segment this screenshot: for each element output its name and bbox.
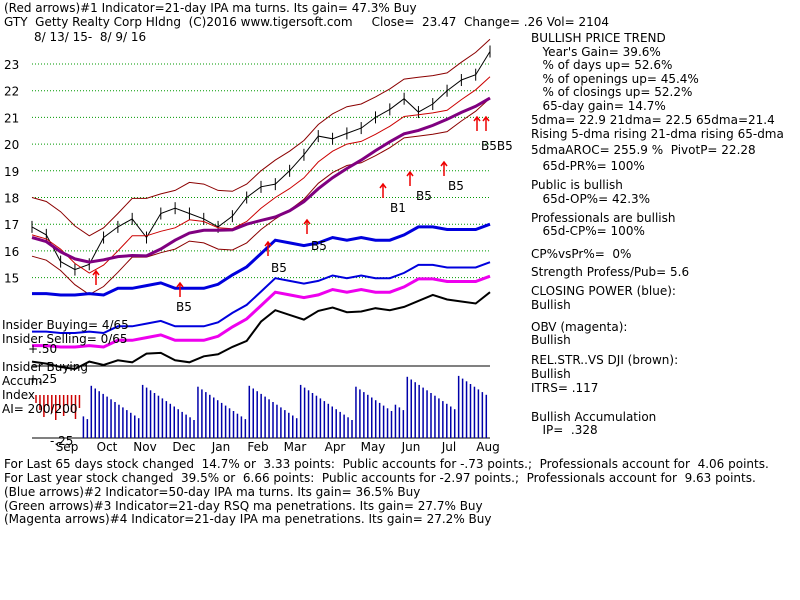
right-panel-line: Strength Profess/Pub= 5.6 (531, 265, 690, 279)
buy-arrow (92, 269, 100, 285)
signal-b5-nov: B5 (176, 300, 192, 314)
x-tick-label: Apr (325, 440, 346, 454)
right-panel-line: 65d-CP%= 100% (531, 224, 645, 238)
signal-b5-jun: B5 (448, 179, 464, 193)
insider-buying-acc-label: Insider Buying (2, 360, 88, 374)
rel-str-line (31, 291, 491, 371)
signal-b5-feb: B5 (271, 261, 287, 275)
right-panel-line: Year's Gain= 39.6% (531, 45, 661, 59)
footer-line: For Last 65 days stock changed 14.7% or … (4, 457, 769, 471)
obv-line (32, 274, 491, 349)
buy-arrow (264, 240, 272, 256)
index-label: Index (2, 388, 36, 402)
right-panel-line: OBV (magenta): (531, 320, 628, 334)
right-panel-line: Bullish Accumulation (531, 410, 657, 424)
buy-arrow (440, 160, 448, 176)
right-panel-line: Bullish (531, 298, 571, 312)
price-line (31, 51, 491, 271)
x-tick-label: Oct (97, 440, 118, 454)
right-panel-line: CLOSING POWER (blue): (531, 284, 676, 298)
insider-buying-label: Insider Buying= 4/65 (2, 318, 129, 332)
header-indicator-line: (Red arrows)#1 Indicator=21-day IPA ma t… (4, 1, 417, 15)
y-tick-label: 17 (4, 218, 19, 232)
x-tick-label: Jun (401, 440, 421, 454)
footer-line: (Green arrows)#3 Indicator=21-day RSQ ma… (4, 499, 483, 513)
signal-b5-may: B5 (416, 189, 432, 203)
y-tick-label: 20 (4, 138, 19, 152)
right-panel-line: Bullish (531, 333, 571, 347)
header-title-line: GTY Getty Realty Corp Hldng (C)2016 www.… (4, 15, 610, 29)
signal-b1-may: B1 (390, 201, 406, 215)
footer-line: For Last year stock changed 39.5% or 6.6… (4, 471, 756, 485)
x-tick-label: Aug (476, 440, 499, 454)
x-tick-label: May (361, 440, 386, 454)
plus25-label: +.25 (28, 372, 58, 386)
y-tick-label: 18 (4, 192, 19, 206)
right-panel-line: % of closings up= 52.2% (531, 85, 693, 99)
right-panel-line: CP%vsPr%= 0% (531, 247, 632, 261)
y-tick-label: 15 (4, 272, 19, 286)
right-panel-line: Bullish (531, 367, 571, 381)
x-tick-label: Jul (441, 440, 456, 454)
right-panel-line: IP= .328 (531, 423, 598, 437)
right-panel-line: Professionals are bullish (531, 211, 676, 225)
y-tick-label: 23 (4, 58, 19, 72)
right-panel-line: Rising 5-dma rising 21-dma rising 65-dma (531, 127, 784, 141)
x-tick-label: Sep (56, 440, 79, 454)
signal-b5b5-jul: B5B5 (481, 139, 513, 153)
right-panel-line: BULLISH PRICE TREND (531, 31, 666, 45)
x-tick-label: Jan (211, 440, 231, 454)
right-panel-line: REL.STR..VS DJI (brown): (531, 353, 679, 367)
closing-power-line (32, 222, 491, 297)
buy-arrow (303, 218, 311, 234)
footer-line: (Magenta arrows)#4 Indicator=21-day IPA … (4, 512, 492, 526)
buy-arrow (176, 281, 184, 297)
right-panel-line: 65d-PR%= 100% (531, 159, 645, 173)
buy-arrow (482, 115, 490, 131)
insider-selling-label: Insider Selling= 0/65 (2, 332, 128, 346)
x-tick-label: Feb (247, 440, 268, 454)
y-tick-label: 19 (4, 165, 19, 179)
ma65-line (31, 96, 491, 264)
right-panel-line: 65d-OP%= 42.3% (531, 192, 651, 206)
buy-arrow (379, 182, 387, 198)
buy-arrow (473, 115, 481, 131)
right-panel-line: Public is bullish (531, 178, 623, 192)
lower-band (31, 97, 491, 296)
ma21-line (31, 76, 491, 274)
y-tick-label: 22 (4, 85, 19, 99)
footer-line: (Blue arrows)#2 Indicator=50-day IPA ma … (4, 485, 421, 499)
plus50-label: +.50 (28, 342, 58, 356)
y-tick-label: 16 (4, 245, 19, 259)
right-panel-line: 65-day gain= 14.7% (531, 99, 666, 113)
right-panel-line: % of days up= 52.6% (531, 58, 673, 72)
right-panel-line: ITRS= .117 (531, 381, 599, 395)
date-range: 8/ 13/ 15- 8/ 9/ 16 (34, 30, 147, 44)
x-tick-label: Nov (133, 440, 156, 454)
upper-band (31, 38, 491, 237)
x-tick-label: Mar (284, 440, 307, 454)
right-panel-line: % of openings up= 45.4% (531, 72, 699, 86)
y-tick-label: 21 (4, 111, 19, 125)
buy-arrow (406, 170, 414, 186)
signal-b5-mar: B5 (311, 239, 327, 253)
accum-label: Accum (2, 374, 43, 388)
ai-label: AI= 200/200 (2, 402, 78, 416)
right-panel-line: 5dma= 22.9 21dma= 22.5 65dma=21.4 (531, 113, 775, 127)
right-panel-line: 5dmaAROC= 255.9 % PivotP= 22.28 (531, 143, 756, 157)
closing-power-lower-line (32, 261, 491, 335)
minus25-label: -.25 (50, 434, 74, 448)
x-tick-label: Dec (172, 440, 195, 454)
